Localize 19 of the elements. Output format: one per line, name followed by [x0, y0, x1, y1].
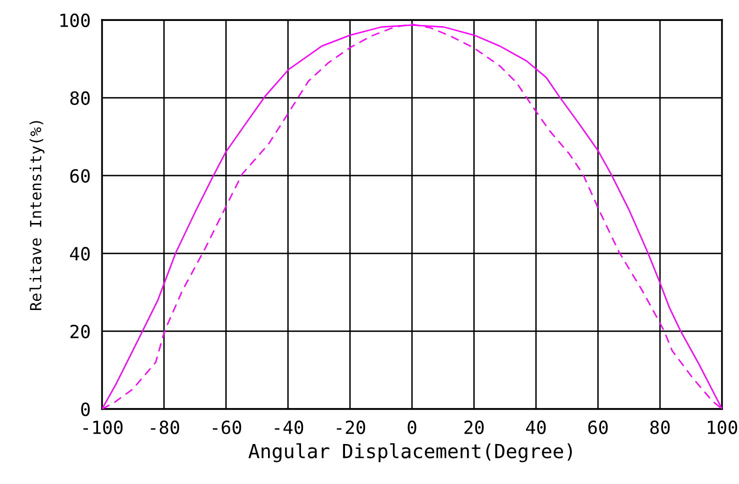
x-tick-label: -40 — [274, 420, 304, 434]
x-axis-title: Angular Displacement(Degree) — [248, 443, 572, 462]
x-tick-label: -100 — [83, 420, 123, 434]
x-tick-label: 60 — [588, 420, 608, 434]
x-tick-label: 80 — [650, 420, 670, 434]
x-tick-label: 20 — [464, 420, 484, 434]
x-tick-label: -80 — [150, 420, 180, 434]
x-tick-label: 0 — [408, 420, 416, 434]
y-tick-label: 60 — [70, 169, 90, 183]
y-tick-label: 0 — [81, 402, 90, 416]
x-tick-label: -60 — [212, 420, 242, 434]
y-tick-label: 20 — [70, 324, 90, 338]
x-tick-label: -20 — [336, 420, 366, 434]
x-tick-label: 100 — [708, 420, 738, 434]
x-tick-label: 40 — [526, 420, 546, 434]
y-tick-label: 100 — [60, 14, 90, 28]
y-tick-label: 40 — [70, 246, 90, 261]
y-axis-title: Relitave Intensity(%) — [30, 121, 44, 310]
y-tick-label: 80 — [70, 91, 90, 105]
